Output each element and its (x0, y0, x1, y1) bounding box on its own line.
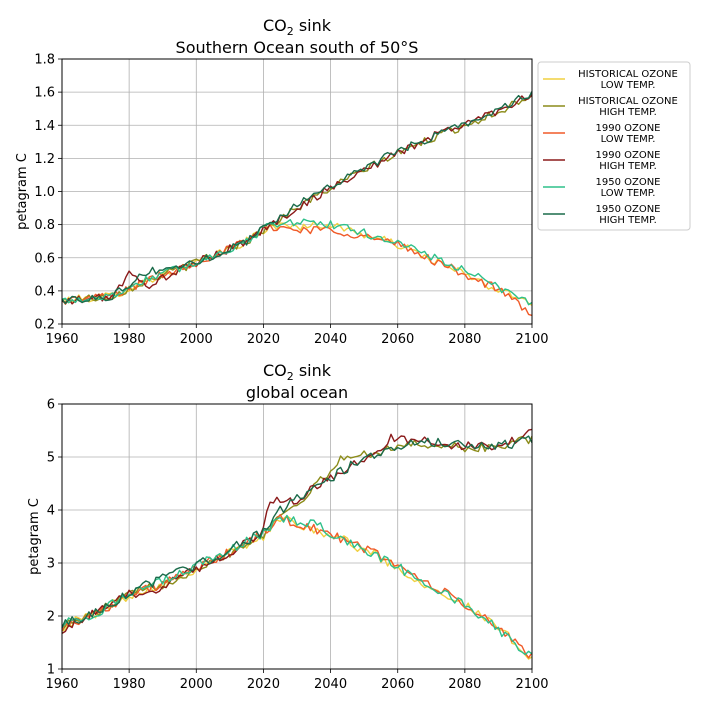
plot-frame (61, 403, 533, 670)
y-tick-label: 0.4 (34, 284, 55, 299)
legend-label: HISTORICAL OZONE (578, 69, 678, 80)
legend-label: LOW TEMP. (601, 80, 656, 91)
legend-label: HIGH TEMP. (599, 107, 657, 118)
chart-title-line2: Southern Ocean south of 50°S (176, 38, 419, 57)
x-tick-label: 1960 (45, 332, 78, 347)
y-tick-label: 6 (47, 398, 55, 413)
y-tick-labels: 1 2 3 4 5 6 (47, 398, 55, 678)
x-tick-label: 1980 (113, 332, 146, 347)
x-tick-labels: 1960 1980 2000 2020 2040 2060 2080 2100 (45, 677, 548, 692)
series-line-6 (61, 91, 533, 305)
y-tick-label: 3 (47, 557, 55, 572)
y-tick-label: 0.6 (34, 251, 55, 266)
x-tick-label: 2020 (247, 332, 280, 347)
y-tick-label: 4 (47, 504, 55, 519)
x-tick-label: 2020 (247, 677, 280, 692)
y-tick-label: 2 (47, 610, 55, 625)
y-tick-label: 1.2 (34, 152, 55, 167)
series-line-3 (61, 514, 533, 659)
series-line-1 (61, 220, 533, 306)
legend-label: 1990 OZONE (595, 150, 660, 161)
y-tick-label: 5 (47, 451, 55, 466)
y-tick-label: 1.4 (34, 119, 55, 134)
x-tick-labels: 1960 1980 2000 2020 2040 2060 2080 2100 (45, 332, 548, 347)
chart-title-line1: CO2 sink (263, 16, 332, 38)
legend-label: HIGH TEMP. (599, 161, 657, 172)
x-tick-label: 2060 (381, 677, 414, 692)
series-group (61, 91, 533, 317)
chart-southern-ocean: CO2 sink Southern Ocean south of 50°S 19… (15, 16, 549, 347)
y-tick-label: 0.8 (34, 218, 55, 233)
x-tick-label: 2040 (314, 677, 347, 692)
y-tick-label: 1.6 (34, 86, 55, 101)
chart-title-line1: CO2 sink (263, 361, 332, 383)
series-line-6 (61, 435, 533, 629)
x-tick-label: 2100 (515, 677, 548, 692)
chart-global-ocean: CO2 sink global ocean 1960 1980 2000 2020 20… (27, 361, 549, 692)
x-tick-label: 2040 (314, 332, 347, 347)
y-axis-label: petagram C (15, 153, 30, 230)
x-tick-label: 2000 (180, 677, 213, 692)
y-axis-label: petagram C (27, 498, 42, 575)
legend-label: LOW TEMP. (601, 134, 656, 145)
x-tick-label: 1980 (113, 677, 146, 692)
plot-frame (61, 58, 533, 325)
x-tick-label: 2100 (515, 332, 548, 347)
legend-label: 1990 OZONE (595, 123, 660, 134)
x-tick-label: 1960 (45, 677, 78, 692)
series-line-5 (61, 514, 533, 656)
x-tick-label: 2080 (448, 677, 481, 692)
series-line-4 (61, 428, 533, 635)
series-line-4 (61, 94, 533, 305)
y-tick-label: 1.8 (34, 53, 55, 68)
x-tick-label: 2080 (448, 332, 481, 347)
grid (58, 403, 533, 673)
series-line-1 (61, 515, 533, 660)
y-tick-label: 1.0 (34, 185, 55, 200)
chart-title-line2: global ocean (246, 383, 348, 402)
series-line-5 (61, 218, 533, 306)
legend-label: LOW TEMP. (601, 188, 656, 199)
legend-label: HISTORICAL OZONE (578, 96, 678, 107)
y-tick-label: 0.2 (34, 318, 55, 333)
legend-box (537, 61, 691, 231)
legend-label: HIGH TEMP. (599, 215, 657, 226)
series-group (61, 428, 533, 660)
x-tick-label: 2000 (180, 332, 213, 347)
x-tick-label: 2060 (381, 332, 414, 347)
y-tick-labels: 0.2 0.4 0.6 0.8 1.0 1.2 1.4 1.6 1.8 (34, 53, 55, 333)
legend-label: 1950 OZONE (595, 177, 660, 188)
legend-label: 1950 OZONE (595, 204, 660, 215)
y-tick-label: 1 (47, 663, 55, 678)
